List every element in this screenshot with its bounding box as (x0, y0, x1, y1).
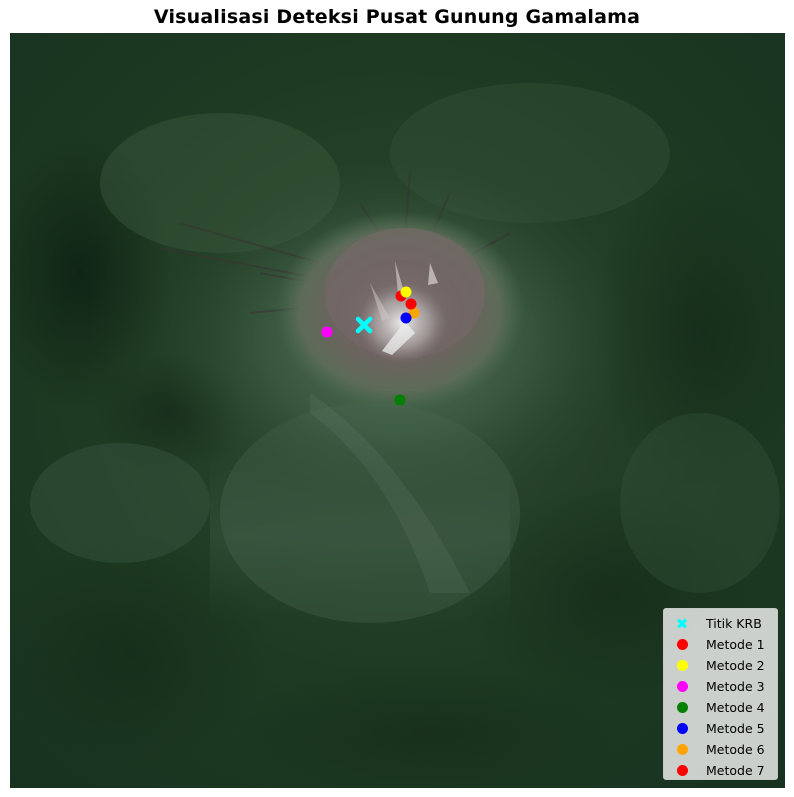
volcano-satellite-view (10, 33, 785, 788)
marker-metode-3 (321, 326, 333, 338)
circle-icon (672, 722, 692, 736)
legend-label: Metode 4 (706, 700, 765, 715)
marker-metode-5 (400, 312, 412, 324)
legend-item-metode-2: Metode 2 (672, 655, 771, 676)
legend-item-metode-7: Metode 7 (672, 760, 771, 781)
legend-item-metode-6: Metode 6 (672, 739, 771, 760)
circle-icon (672, 638, 692, 652)
legend-item-titik-krb: ✖ Titik KRB (672, 613, 771, 634)
legend-item-metode-3: Metode 3 (672, 676, 771, 697)
figure-title: Visualisasi Deteksi Pusat Gunung Gamalam… (153, 6, 641, 28)
x-icon: ✖ (675, 614, 689, 633)
circle-icon (672, 701, 692, 715)
legend: ✖ Titik KRB Metode 1 Metode 2 Metode 3 M… (663, 608, 778, 780)
legend-item-metode-4: Metode 4 (672, 697, 771, 718)
circle-icon (672, 659, 692, 673)
marker-metode-7 (405, 298, 417, 310)
legend-item-metode-5: Metode 5 (672, 718, 771, 739)
circle-icon (672, 764, 692, 778)
marker-metode-2 (400, 286, 412, 298)
legend-label: Metode 7 (706, 763, 765, 778)
legend-label: Metode 1 (706, 637, 765, 652)
legend-item-metode-1: Metode 1 (672, 634, 771, 655)
satellite-image (10, 33, 785, 788)
legend-label: Metode 5 (706, 721, 765, 736)
markers-layer (321, 286, 420, 406)
circle-icon (672, 680, 692, 694)
circle-icon (672, 743, 692, 757)
marker-metode-6 (408, 307, 420, 319)
legend-label: Metode 6 (706, 742, 765, 757)
legend-label: Metode 3 (706, 679, 765, 694)
marker-titik-krb (355, 316, 373, 334)
legend-label: Metode 2 (706, 658, 765, 673)
marker-metode-4 (394, 394, 406, 406)
legend-label: Titik KRB (706, 616, 762, 631)
